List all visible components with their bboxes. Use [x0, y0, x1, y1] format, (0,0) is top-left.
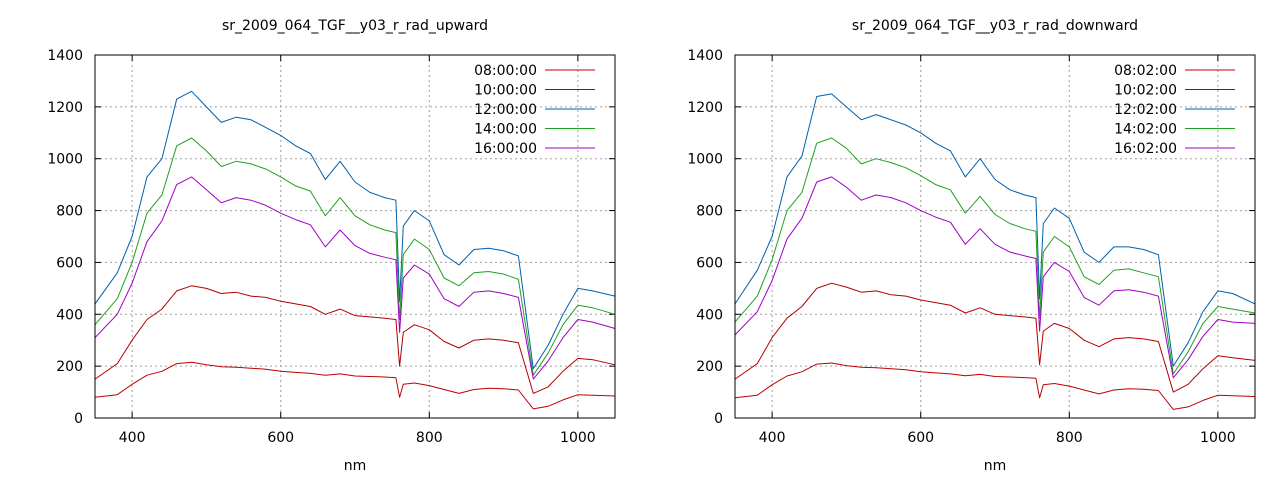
plot-frame [734, 54, 1256, 419]
y-tick-label: 200 [56, 359, 83, 375]
series-line-5 [734, 176, 1256, 379]
legend-label: 08:02:00 [1114, 63, 1177, 79]
y-tick-label: 600 [56, 255, 83, 271]
series-line-4 [94, 137, 616, 376]
x-tick-label: 400 [759, 430, 786, 446]
legend-label: 08:00:00 [474, 63, 537, 79]
legend-label: 14:00:00 [474, 122, 537, 138]
legend-label: 16:00:00 [474, 141, 537, 157]
y-tick-label: 400 [696, 307, 723, 323]
y-tick-label: 1000 [47, 152, 83, 168]
legend-label: 12:00:00 [474, 102, 537, 118]
plot-frame [94, 54, 616, 419]
x-tick-label: 1000 [560, 430, 596, 446]
y-tick-label: 0 [714, 411, 723, 427]
x-axis-label: nm [984, 458, 1007, 474]
chart-downward: sr_2009_064_TGF__y03_r_rad_downward 0 200 4… [687, 18, 1256, 474]
series-line-3 [94, 90, 616, 370]
x-tick-label: 600 [907, 430, 934, 446]
y-tick-label: 0 [74, 411, 83, 427]
series-line-3 [734, 93, 1256, 367]
series-line-5 [94, 176, 616, 380]
y-tick-label: 400 [56, 307, 83, 323]
legend-label: 16:02:00 [1114, 141, 1177, 157]
x-tick-label: 800 [416, 430, 443, 446]
chart-upward: sr_2009_064_TGF__y03_r_rad_upward 0 200 400… [47, 18, 616, 474]
y-tick-label: 200 [696, 359, 723, 375]
chart-title: sr_2009_064_TGF__y03_r_rad_upward [222, 18, 488, 34]
x-tick-label: 400 [119, 430, 146, 446]
y-tick-label: 800 [696, 204, 723, 220]
x-tick-label: 600 [267, 430, 294, 446]
legend-label: 12:02:00 [1114, 102, 1177, 118]
series-line-1 [94, 361, 616, 410]
y-tick-label: 1200 [47, 100, 83, 116]
x-tick-label: 800 [1056, 430, 1083, 446]
series-line-2 [94, 285, 616, 394]
legend-label: 14:02:00 [1114, 122, 1177, 138]
series-line-2 [734, 282, 1256, 393]
y-tick-label: 800 [56, 204, 83, 220]
x-axis-label: nm [344, 458, 367, 474]
chart-title: sr_2009_064_TGF__y03_r_rad_downward [852, 18, 1138, 34]
legend-label: 10:00:00 [474, 83, 537, 99]
y-tick-label: 1400 [47, 48, 83, 64]
y-tick-label: 1400 [687, 48, 723, 64]
x-tick-label: 1000 [1200, 430, 1236, 446]
series-line-4 [734, 137, 1256, 375]
series-line-1 [734, 362, 1256, 410]
y-tick-label: 1000 [687, 152, 723, 168]
y-tick-label: 1200 [687, 100, 723, 116]
y-tick-label: 600 [696, 255, 723, 271]
legend-label: 10:02:00 [1114, 83, 1177, 99]
